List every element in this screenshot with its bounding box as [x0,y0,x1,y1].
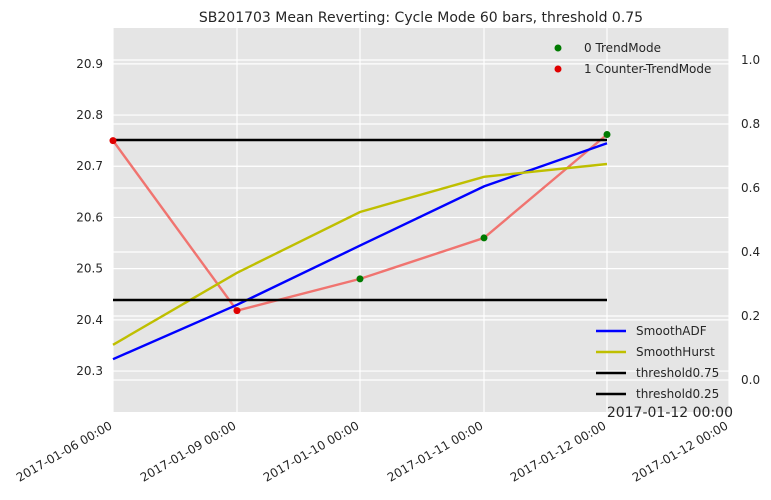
legend-label: threshold0.25 [636,387,719,401]
scatter-point-trend [356,275,364,283]
scatter-point-counter-trend [109,137,117,145]
left-tick-label: 20.4 [76,313,103,327]
x-tick-label: 2017-01-06 00:00 [14,418,115,484]
plot-marks [109,130,611,361]
right-tick-label: 0.0 [741,373,760,387]
x-tick-label: 2017-01-12 00:00 [630,418,731,484]
legend-lower: SmoothADF SmoothHurst threshold0.75 thresho… [596,324,719,401]
grid [112,28,730,412]
legend-label: SmoothHurst [636,345,715,359]
legend-label: 0 TrendMode [584,41,661,55]
legend-label: 1 Counter-TrendMode [584,62,711,76]
legend-upper: 0 TrendMode 1 Counter-TrendMode [554,41,711,76]
right-tick-label: 0.6 [741,181,760,195]
legend-label: SmoothADF [636,324,707,338]
x-offset-label: 2017-01-12 00:00 [607,405,733,421]
x-tick-label: 2017-01-12 00:00 [508,418,609,484]
legend-marker [554,44,562,52]
x-tick-label: 2017-01-09 00:00 [138,418,239,484]
series-line-smoothhurst [112,162,608,346]
left-tick-label: 20.9 [76,57,103,71]
right-tick-label: 1.0 [741,53,760,67]
left-axis: 20.3 20.4 20.5 20.6 20.7 20.8 20.9 [76,57,103,378]
scatter-point-trend [480,234,488,242]
x-tick-label: 2017-01-10 00:00 [261,418,362,484]
left-tick-label: 20.5 [76,262,103,276]
scatter-point-counter-trend [233,307,241,315]
right-axis: 0.0 0.2 0.4 0.6 0.8 1.0 [741,53,760,387]
x-tick-label: 2017-01-11 00:00 [385,418,486,484]
right-tick-label: 0.8 [741,117,760,131]
left-tick-label: 20.8 [76,108,103,122]
right-tick-label: 0.4 [741,245,760,259]
legend-marker [554,65,562,73]
left-tick-label: 20.6 [76,210,103,224]
legend-label: threshold0.75 [636,366,719,380]
left-tick-label: 20.7 [76,159,103,173]
left-tick-label: 20.3 [76,364,103,378]
plot-area [113,28,729,412]
scatter-point-trend [603,130,611,138]
chart-title: SB201703 Mean Reverting: Cycle Mode 60 b… [199,10,643,26]
right-tick-label: 0.2 [741,309,760,323]
x-axis: 2017-01-06 00:00 2017-01-09 00:00 2017-01-… [14,418,731,484]
